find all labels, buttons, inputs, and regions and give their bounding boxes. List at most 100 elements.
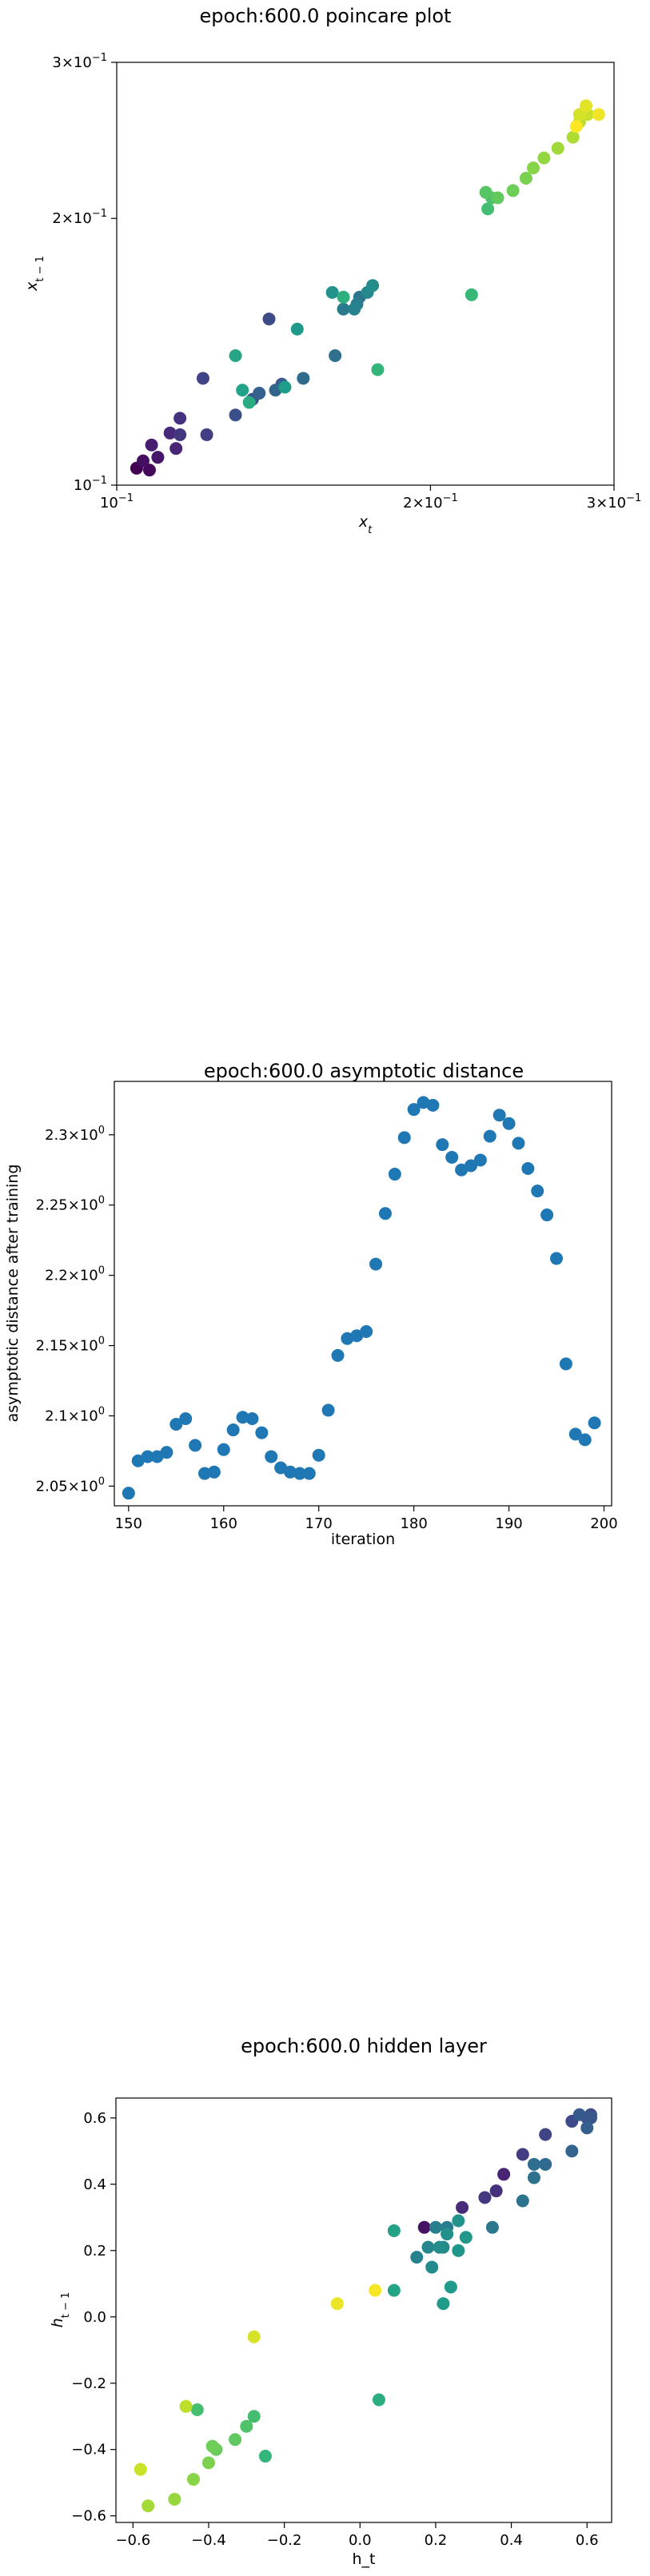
data-point — [429, 2220, 442, 2234]
tick-label: 2.2×100 — [45, 1265, 105, 1284]
data-point — [151, 451, 165, 464]
x-axis-ticks: 10−1 2×10−1 3×10−1 — [100, 485, 641, 512]
scatter-points — [130, 99, 605, 477]
data-point — [502, 1117, 516, 1130]
data-point — [465, 288, 478, 301]
data-point — [190, 2403, 204, 2416]
data-point — [436, 1138, 449, 1152]
data-point — [397, 1131, 411, 1145]
tick-label: 0.4 — [83, 2176, 106, 2193]
data-point — [179, 2399, 193, 2413]
data-point — [366, 279, 380, 293]
data-point — [173, 412, 187, 425]
hidden-layer-chart: epoch:600.0 hidden layer −0.6 −0.4 −0.2 0.0… — [49, 2035, 612, 2568]
tick-label: 0.6 — [576, 2532, 599, 2549]
data-point — [200, 428, 213, 441]
data-point — [187, 2473, 201, 2486]
data-point — [348, 302, 361, 316]
x-axis-label: h_t — [353, 2550, 376, 2568]
data-point — [145, 438, 158, 452]
data-point — [580, 2121, 594, 2135]
data-point — [229, 408, 242, 422]
tick-label: 170 — [305, 1515, 333, 1532]
data-point — [437, 2297, 450, 2311]
tick-label: 2×10−1 — [52, 208, 107, 227]
data-point — [566, 130, 580, 144]
data-point — [539, 2128, 552, 2141]
data-point — [245, 1411, 259, 1425]
tick-label: 3×10−1 — [587, 492, 642, 512]
x-axis-label: xt — [358, 513, 373, 536]
data-point — [168, 2492, 181, 2506]
plot-frame — [114, 1081, 612, 1507]
data-point — [387, 2224, 401, 2237]
data-point — [483, 1129, 496, 1143]
data-point — [240, 2419, 253, 2433]
data-point — [163, 426, 177, 440]
data-point — [521, 1162, 535, 1176]
data-point — [262, 313, 276, 326]
data-point — [473, 1153, 487, 1167]
data-point — [330, 2297, 344, 2311]
data-point — [217, 1443, 230, 1456]
data-point — [236, 384, 249, 397]
data-point — [485, 2220, 499, 2234]
data-point — [491, 191, 504, 205]
tick-label: 2×10−1 — [403, 492, 458, 512]
data-point — [197, 1467, 211, 1480]
data-point — [321, 1403, 335, 1417]
tick-label: 2.1×100 — [45, 1405, 105, 1424]
data-point — [265, 1450, 278, 1463]
tick-label: 2.05×100 — [36, 1475, 105, 1495]
data-point — [371, 363, 385, 376]
data-point — [201, 2456, 215, 2470]
tick-label: 160 — [210, 1515, 237, 1532]
data-point — [205, 2439, 219, 2453]
data-point — [410, 2251, 424, 2264]
data-point — [445, 1150, 459, 1164]
data-point — [226, 1423, 240, 1437]
data-point — [302, 1467, 316, 1480]
tick-label: 2.3×100 — [45, 1125, 105, 1144]
data-point — [297, 372, 310, 385]
data-point — [229, 348, 242, 362]
data-point — [441, 2228, 454, 2241]
data-point — [242, 396, 256, 409]
data-point — [444, 2280, 457, 2294]
tick-label: 10−1 — [100, 492, 134, 512]
data-point — [572, 2108, 586, 2121]
data-point — [531, 1184, 544, 1198]
data-point — [569, 120, 583, 133]
data-point — [540, 1208, 554, 1222]
data-point — [284, 1465, 297, 1479]
data-point — [417, 2220, 431, 2234]
data-point — [255, 1426, 269, 1439]
data-point — [247, 2330, 261, 2343]
data-point — [229, 2433, 242, 2447]
data-point — [378, 1207, 392, 1220]
data-point — [387, 2283, 401, 2297]
data-point — [588, 1416, 601, 1430]
poincare-plot-chart: epoch:600.0 poincare plot 10−1 2×10−1 3×10… — [23, 5, 641, 536]
data-point — [452, 2244, 465, 2257]
data-point — [122, 1487, 135, 1500]
data-point — [551, 141, 564, 155]
data-point — [293, 1467, 306, 1480]
tick-label: 150 — [115, 1515, 142, 1532]
data-point — [134, 2463, 147, 2476]
data-point — [452, 2214, 465, 2228]
data-point — [497, 2168, 511, 2181]
data-point — [433, 2240, 446, 2254]
data-point — [456, 2200, 469, 2214]
data-point — [160, 1446, 173, 1459]
tick-label: 2.25×100 — [36, 1195, 105, 1214]
data-point — [506, 184, 520, 197]
tick-label: −0.6 — [115, 2532, 150, 2549]
data-point — [512, 1137, 525, 1150]
data-point — [572, 108, 586, 121]
data-point — [179, 1411, 193, 1425]
scatter-points — [134, 2108, 597, 2513]
tick-label: −0.2 — [267, 2532, 302, 2549]
tick-label: 0.0 — [83, 2309, 106, 2326]
data-point — [142, 464, 156, 477]
